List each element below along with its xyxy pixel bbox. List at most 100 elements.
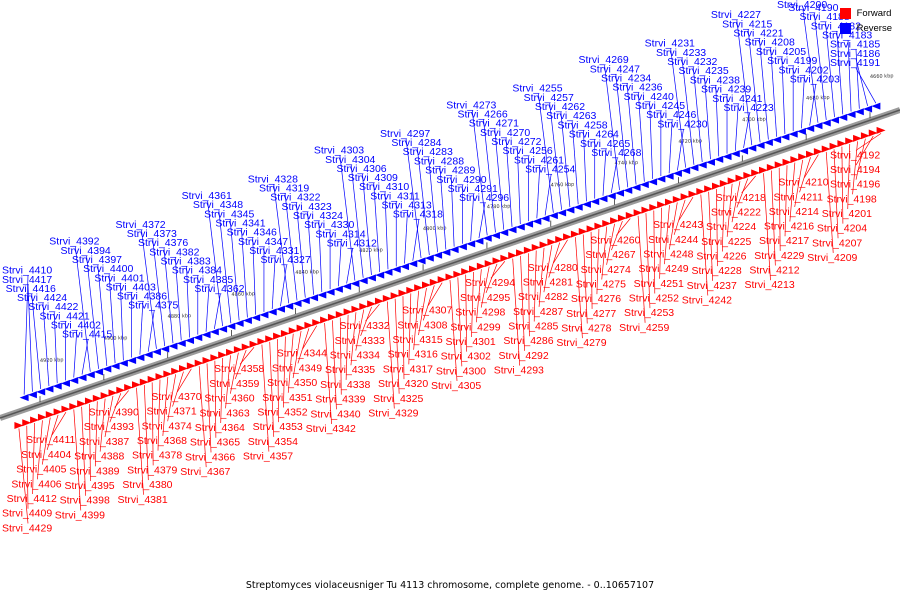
gene-label: Strvi_4388: [74, 451, 124, 463]
gene-label: Strvi_4221: [733, 28, 783, 40]
gene-leader-line: [505, 137, 513, 227]
gene-label: Strvi_4429: [2, 522, 52, 534]
gene-label: Strvi_4237: [687, 280, 737, 292]
gene-leader-line: [512, 258, 521, 366]
gene-glyph: [241, 343, 251, 351]
gene-label: Strvi_4325: [373, 393, 423, 405]
gene-leader-line: [218, 210, 232, 324]
gene-glyph: [547, 238, 557, 246]
gene-leader-line: [284, 193, 298, 301]
gene-glyph: [633, 209, 643, 217]
gene-label: Strvi_4371: [147, 406, 197, 418]
gene-glyph: [798, 153, 808, 161]
gene-label: Strvi_4245: [635, 100, 685, 112]
gene-label: Strvi_4204: [817, 223, 867, 235]
axis-tick-label: 4740 kbp: [614, 160, 638, 167]
gene-glyph: [60, 379, 70, 387]
gene-glyph: [656, 175, 666, 183]
gene-leader-line: [677, 129, 684, 171]
gene-glyph: [209, 328, 219, 336]
gene-label: Strvi_4424: [17, 292, 67, 304]
gene-glyph: [598, 195, 608, 203]
gene-glyph: [617, 214, 627, 222]
gene-leader-line: [721, 186, 725, 252]
gene-leader-line: [485, 263, 498, 294]
gene-glyph: [273, 332, 283, 340]
gene-leader-line: [302, 325, 318, 349]
gene-label: Strvi_4287: [513, 306, 563, 318]
gene-leader-line: [297, 328, 310, 364]
gene-label: Strvi_4357: [243, 451, 293, 463]
gene-glyph: [871, 102, 881, 110]
gene-label: Strvi_4324: [293, 210, 343, 222]
gene-leader-line: [836, 31, 844, 115]
gene-label: Strvi_4363: [200, 407, 250, 419]
gene-label: Strvi_4211: [774, 191, 824, 203]
gene-glyph: [664, 198, 674, 206]
gene-label: Strvi_4422: [28, 301, 78, 313]
gene-leader-line: [318, 220, 323, 292]
gene-leader-line: [544, 174, 552, 216]
gene-glyph: [606, 192, 616, 200]
gene-label: Strvi_4330: [304, 219, 354, 231]
gene-glyph: [657, 201, 667, 209]
gene-glyph: [705, 158, 715, 166]
gene-label: Strvi_4243: [653, 219, 703, 231]
gene-leader-line: [543, 245, 553, 293]
gene-glyph: [53, 408, 63, 416]
gene-glyph: [590, 198, 600, 206]
gene-glyph: [639, 181, 649, 189]
gene-glyph: [492, 257, 502, 265]
axis-tick-label: 4800 kbp: [423, 225, 447, 232]
gene-glyph: [780, 133, 790, 141]
gene-glyph: [171, 367, 181, 375]
gene-label: Strvi_4269: [579, 54, 629, 66]
gene-label: Strvi_4317: [383, 363, 433, 375]
gene-label: Strvi_4305: [431, 380, 481, 392]
gene-leader-line: [439, 166, 447, 250]
gene-label: Strvi_4379: [127, 464, 177, 476]
gene-label: Strvi_4203: [790, 74, 840, 86]
gene-leader-line: [73, 330, 78, 378]
gene-glyph: [226, 322, 236, 330]
gene-glyph: [325, 288, 335, 296]
gene-glyph: [610, 217, 620, 225]
gene-leader-line: [422, 285, 435, 321]
gene-label: Strvi_4410: [2, 265, 52, 277]
gene-glyph: [854, 108, 864, 116]
gene-leader-line: [809, 84, 817, 126]
gene-leader-line: [736, 178, 749, 208]
gene-glyph: [743, 172, 753, 180]
gene-label: Strvi_4354: [248, 436, 298, 448]
gene-leader-line: [53, 312, 58, 384]
gene-leader-line: [781, 56, 786, 134]
gene-label: Strvi_4381: [117, 494, 167, 506]
gene-glyph: [367, 300, 377, 308]
gene-label: Strvi_4306: [336, 163, 386, 175]
gene-leader-line: [416, 148, 430, 256]
gene-label: Strvi_4338: [320, 379, 370, 391]
gene-label: Strvi_4319: [259, 182, 309, 194]
gene-glyph: [333, 285, 343, 293]
gene-leader-line: [384, 192, 389, 270]
gene-glyph: [714, 155, 724, 163]
gene-glyph: [602, 219, 612, 227]
gene-glyph: [813, 148, 823, 156]
gene-label: Strvi_4224: [706, 221, 756, 233]
gene-glyph: [179, 365, 189, 373]
gene-label: Strvi_4362: [194, 283, 244, 295]
gene-label: Strvi_4278: [561, 322, 611, 334]
gene-glyph: [124, 383, 134, 391]
gene-label: Strvi_4228: [691, 265, 741, 277]
gene-label: Strvi_4238: [690, 74, 740, 86]
gene-glyph: [327, 313, 337, 321]
gene-label: Strvi_4412: [7, 493, 57, 505]
gene-leader-line: [538, 93, 554, 213]
gene-glyph: [565, 206, 575, 214]
gene-glyph: [457, 243, 467, 251]
gene-glyph: [37, 413, 47, 421]
gene-label: Strvi_4367: [180, 466, 230, 478]
gene-label: Strvi_4280: [528, 262, 578, 274]
gene-label: Strvi_4397: [72, 254, 122, 266]
gene-glyph: [19, 394, 29, 402]
